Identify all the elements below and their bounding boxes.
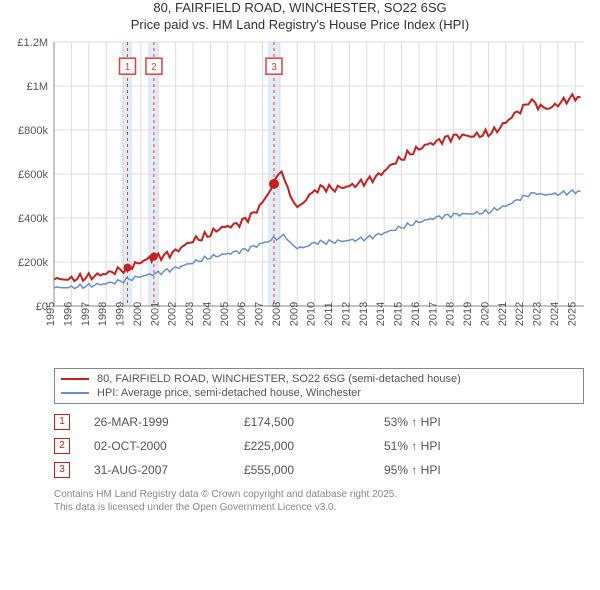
transaction-hpi: 53% ↑ HPI <box>384 415 584 429</box>
legend-swatch <box>61 378 89 380</box>
legend: 80, FAIRFIELD ROAD, WINCHESTER, SO22 6SG… <box>54 368 584 404</box>
legend-label: 80, FAIRFIELD ROAD, WINCHESTER, SO22 6SG… <box>97 373 461 385</box>
transaction-date: 31-AUG-2007 <box>94 463 244 477</box>
x-tick-label: 2015 <box>393 302 405 326</box>
transaction-badge: 1 <box>54 414 70 430</box>
legend-label: HPI: Average price, semi-detached house,… <box>97 387 361 399</box>
x-tick-label: 2010 <box>306 302 318 326</box>
title-line1: 80, FAIRFIELD ROAD, WINCHESTER, SO22 6SG <box>0 0 600 17</box>
x-tick-label: 2025 <box>566 302 578 326</box>
x-tick-label: 2005 <box>219 302 231 326</box>
transaction-price: £225,000 <box>244 439 384 453</box>
x-tick-label: 2018 <box>445 302 457 326</box>
legend-item: HPI: Average price, semi-detached house,… <box>61 386 577 400</box>
x-tick-label: 2022 <box>514 302 526 326</box>
transaction-date: 26-MAR-1999 <box>94 415 244 429</box>
transaction-row: 1 26-MAR-1999£174,50053% ↑ HPI <box>54 410 584 434</box>
price-paid-marker <box>269 179 279 189</box>
transaction-date: 02-OCT-2000 <box>94 439 244 453</box>
price-paid-marker <box>150 252 158 260</box>
footer-line2: This data is licensed under the Open Gov… <box>54 501 584 514</box>
legend-item: 80, FAIRFIELD ROAD, WINCHESTER, SO22 6SG… <box>61 372 577 386</box>
transaction-row: 3 31-AUG-2007£555,00095% ↑ HPI <box>54 458 584 482</box>
x-tick-label: 2020 <box>479 302 491 326</box>
legend-swatch <box>61 392 89 394</box>
price-paid-marker <box>124 263 132 271</box>
footer-attribution: Contains HM Land Registry data © Crown c… <box>54 488 584 514</box>
event-badge-label: 3 <box>271 62 277 73</box>
transaction-hpi: 51% ↑ HPI <box>384 439 584 453</box>
x-tick-label: 2019 <box>462 302 474 326</box>
x-tick-label: 2007 <box>254 302 266 326</box>
x-tick-label: 2014 <box>375 302 387 326</box>
event-badge-label: 1 <box>125 62 131 73</box>
x-tick-label: 1999 <box>115 302 127 326</box>
footer-line1: Contains HM Land Registry data © Crown c… <box>54 488 584 501</box>
transactions-table: 1 26-MAR-1999£174,50053% ↑ HPI 2 02-OCT-200… <box>54 410 584 482</box>
x-tick-label: 2008 <box>271 302 283 326</box>
x-tick-label: 2004 <box>201 302 213 326</box>
x-tick-label: 1995 <box>45 302 57 326</box>
transaction-price: £555,000 <box>244 463 384 477</box>
chart-area: 123£0£200k£400k£600k£800k£1M£1.2M1995199… <box>0 34 600 364</box>
transaction-row: 2 02-OCT-2000£225,00051% ↑ HPI <box>54 434 584 458</box>
x-tick-label: 2000 <box>132 302 144 326</box>
x-tick-label: 1997 <box>80 302 92 326</box>
title-line2: Price paid vs. HM Land Registry's House … <box>0 17 600 34</box>
x-tick-label: 2003 <box>184 302 196 326</box>
y-tick-label: £800k <box>18 125 48 137</box>
x-tick-label: 2002 <box>167 302 179 326</box>
x-tick-label: 2012 <box>340 302 352 326</box>
x-tick-label: 2006 <box>236 302 248 326</box>
x-tick-label: 1998 <box>97 302 109 326</box>
transaction-hpi: 95% ↑ HPI <box>384 463 584 477</box>
x-tick-label: 2021 <box>497 302 509 326</box>
x-tick-label: 2017 <box>427 302 439 326</box>
x-tick-label: 1996 <box>62 302 74 326</box>
x-tick-label: 2024 <box>549 302 561 326</box>
x-tick-label: 2023 <box>532 302 544 326</box>
x-tick-label: 2009 <box>288 302 300 326</box>
transaction-badge: 2 <box>54 438 70 454</box>
event-badge-label: 2 <box>151 62 157 73</box>
chart-title: 80, FAIRFIELD ROAD, WINCHESTER, SO22 6SG… <box>0 0 600 34</box>
chart-svg: 123£0£200k£400k£600k£800k£1M£1.2M1995199… <box>0 34 600 364</box>
x-tick-label: 2011 <box>323 302 335 326</box>
y-tick-label: £1M <box>27 81 48 93</box>
y-tick-label: £400k <box>18 213 48 225</box>
y-tick-label: £200k <box>18 257 48 269</box>
y-tick-label: £1.2M <box>17 37 48 49</box>
x-tick-label: 2013 <box>358 302 370 326</box>
x-tick-label: 2016 <box>410 302 422 326</box>
x-tick-label: 2001 <box>149 302 161 326</box>
transaction-price: £174,500 <box>244 415 384 429</box>
transaction-badge: 3 <box>54 462 70 478</box>
y-tick-label: £600k <box>18 169 48 181</box>
